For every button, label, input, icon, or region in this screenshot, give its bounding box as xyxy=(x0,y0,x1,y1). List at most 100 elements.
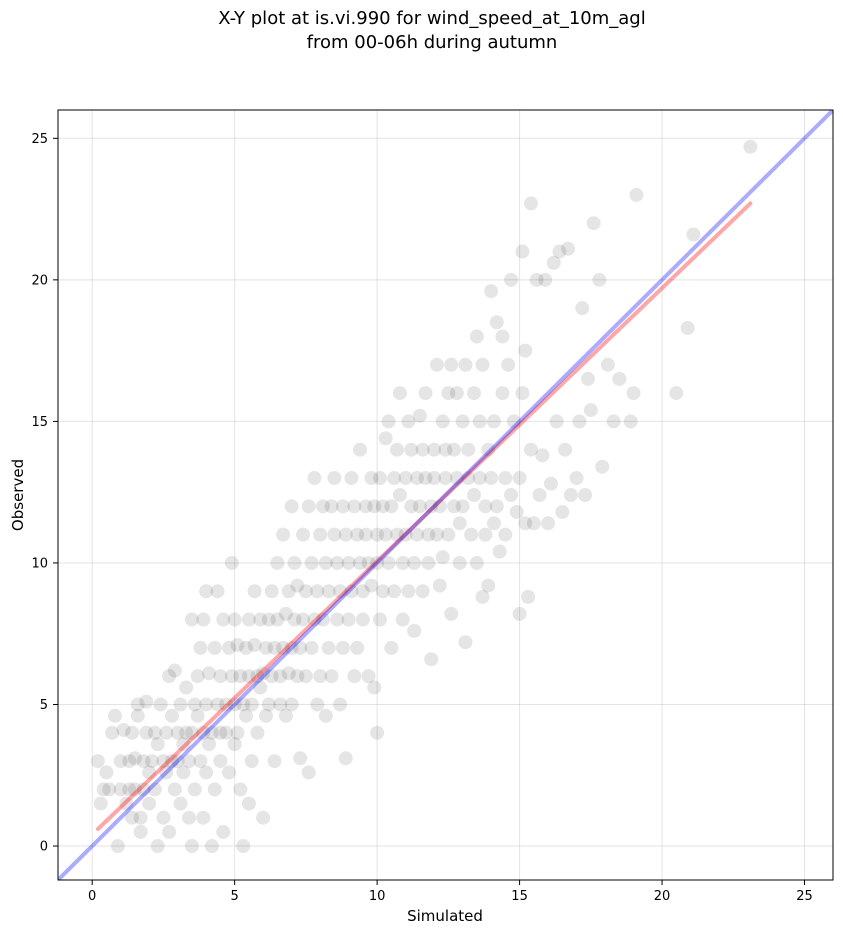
data-point xyxy=(492,544,507,559)
data-point xyxy=(350,527,365,542)
x-tick-label: 20 xyxy=(654,889,671,904)
data-point xyxy=(267,640,282,655)
data-point xyxy=(595,459,610,474)
data-point xyxy=(256,666,271,681)
data-point xyxy=(244,754,259,769)
data-point xyxy=(125,725,140,740)
data-point xyxy=(281,584,296,599)
data-point xyxy=(179,680,194,695)
data-point xyxy=(261,612,276,627)
data-point xyxy=(404,499,419,514)
data-point xyxy=(364,471,379,486)
data-point xyxy=(173,697,188,712)
data-point xyxy=(241,796,256,811)
data-point xyxy=(136,754,151,769)
data-point xyxy=(150,737,165,752)
data-point xyxy=(563,488,578,502)
data-point xyxy=(498,527,513,542)
data-point xyxy=(193,754,208,769)
data-point xyxy=(264,669,279,684)
data-point xyxy=(592,272,607,287)
data-point xyxy=(199,765,214,780)
data-point xyxy=(110,839,125,854)
data-point xyxy=(136,782,151,797)
data-point xyxy=(680,320,695,335)
data-point xyxy=(170,725,185,740)
data-point xyxy=(193,640,208,655)
data-point xyxy=(127,782,142,797)
data-point xyxy=(466,386,481,401)
data-point xyxy=(142,796,157,811)
data-point xyxy=(202,737,217,752)
data-point xyxy=(258,640,273,655)
chart-title-line-2: from 00-06h during autumn xyxy=(307,32,558,53)
data-point xyxy=(504,272,519,287)
data-point xyxy=(461,442,476,457)
data-point xyxy=(156,754,171,769)
data-point xyxy=(147,725,162,740)
data-point xyxy=(324,669,339,684)
data-point xyxy=(390,527,405,542)
data-point xyxy=(489,315,504,330)
data-point xyxy=(284,640,299,655)
data-point xyxy=(387,584,402,599)
data-point xyxy=(133,810,148,825)
data-point xyxy=(521,589,536,604)
data-point xyxy=(384,640,399,655)
data-point xyxy=(372,471,387,486)
data-point xyxy=(410,527,425,542)
data-point xyxy=(427,442,442,457)
data-point xyxy=(429,357,444,372)
data-point xyxy=(239,708,254,723)
data-point xyxy=(341,612,356,627)
data-point xyxy=(626,386,641,401)
data-point xyxy=(287,555,302,570)
regression-fit-line xyxy=(95,201,753,832)
data-point xyxy=(512,606,527,621)
data-point xyxy=(449,386,464,401)
data-point xyxy=(404,442,419,457)
data-point xyxy=(130,697,145,712)
data-point xyxy=(543,476,558,491)
data-point xyxy=(293,640,308,655)
data-point xyxy=(410,471,425,486)
data-point xyxy=(219,697,234,712)
data-point xyxy=(147,782,162,797)
data-point xyxy=(204,839,219,854)
y-tick-label: 0 xyxy=(40,840,48,855)
data-point xyxy=(327,471,342,486)
data-point xyxy=(555,504,570,519)
data-point xyxy=(116,722,131,737)
data-point xyxy=(241,669,256,684)
data-point xyxy=(384,499,399,514)
data-point xyxy=(358,527,373,542)
y-axis-label: Observed xyxy=(9,459,27,531)
data-point xyxy=(546,255,561,270)
data-point xyxy=(552,244,567,259)
data-point xyxy=(301,765,316,780)
data-point xyxy=(418,471,433,486)
data-point xyxy=(472,471,487,486)
data-point xyxy=(264,584,279,599)
data-point xyxy=(207,782,222,797)
data-point xyxy=(273,697,288,712)
data-point xyxy=(250,669,265,684)
data-point xyxy=(421,555,436,570)
data-point xyxy=(199,697,214,712)
data-point xyxy=(407,623,422,638)
data-point xyxy=(743,139,758,154)
data-point xyxy=(484,471,499,486)
data-point xyxy=(401,414,416,429)
data-point xyxy=(196,612,211,627)
data-point xyxy=(187,782,202,797)
data-point xyxy=(541,516,556,531)
data-point xyxy=(372,612,387,627)
data-point xyxy=(122,782,137,797)
y-tick-label: 20 xyxy=(31,273,48,288)
data-point xyxy=(370,555,385,570)
data-point xyxy=(224,555,239,570)
data-point xyxy=(350,640,365,655)
data-point xyxy=(629,187,644,202)
x-axis-label: Simulated xyxy=(407,907,483,925)
data-point xyxy=(378,527,393,542)
